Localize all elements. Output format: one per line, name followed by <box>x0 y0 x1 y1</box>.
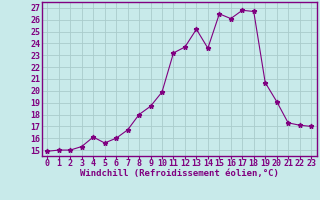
X-axis label: Windchill (Refroidissement éolien,°C): Windchill (Refroidissement éolien,°C) <box>80 169 279 178</box>
